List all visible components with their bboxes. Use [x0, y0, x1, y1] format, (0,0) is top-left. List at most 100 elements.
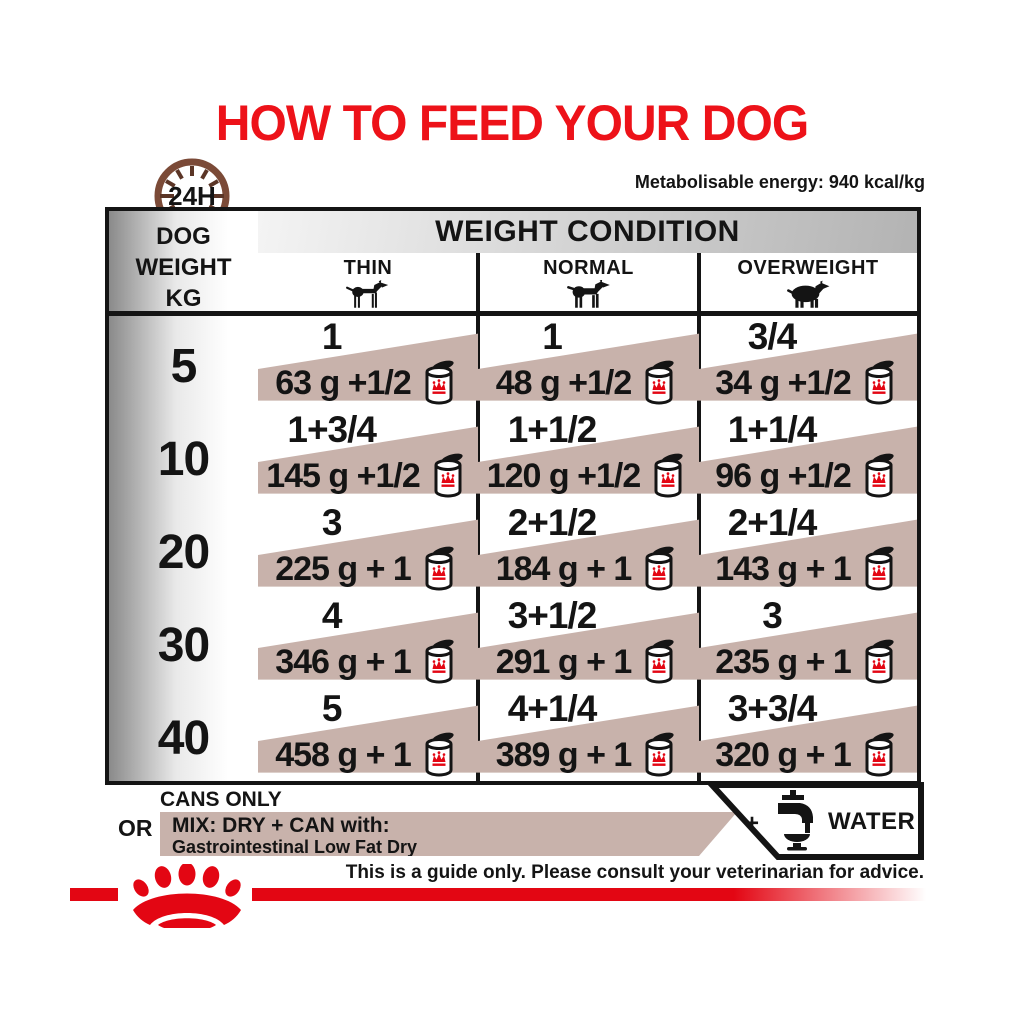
mix-value: 235 g + 1: [715, 642, 852, 681]
can-icon: [861, 546, 897, 592]
can-icon: [430, 453, 466, 499]
mix-value: 225 g + 1: [275, 549, 412, 588]
can-icon: [421, 546, 457, 592]
cans-only-value: 2+1/4: [727, 502, 818, 543]
cell-40-overweight: 3+3/4 320 g + 1: [699, 688, 917, 781]
energy-note: Metabolisable energy: 940 kcal/kg: [634, 172, 925, 192]
mix-line: 458 g + 1: [258, 732, 474, 778]
can-icon: [641, 639, 677, 685]
mix-value: 34 g +1/2: [715, 363, 852, 402]
cell-40-normal: 4+1/4 389 g + 1: [478, 688, 699, 781]
mix-line: 320 g + 1: [699, 732, 913, 778]
mix-line: 143 g + 1: [699, 546, 913, 592]
legend-cans-only: CANS ONLY: [160, 788, 282, 811]
cans-only-value: 1+1/4: [727, 409, 818, 450]
weight-value: 40: [157, 712, 210, 765]
can-icon: [650, 453, 686, 499]
can-icon: [421, 360, 457, 406]
can-icon: [861, 639, 897, 685]
weight-condition-title: WEIGHT CONDITION: [435, 215, 740, 248]
plus-sign: +: [745, 810, 760, 837]
mix-value: 389 g + 1: [495, 735, 633, 774]
mix-value: 291 g + 1: [495, 642, 633, 681]
mix-line: 235 g + 1: [699, 639, 913, 685]
cans-only-value: 1+1/2: [507, 409, 598, 450]
mix-line: 96 g +1/2: [699, 453, 913, 499]
cans-only-value: 3+1/2: [507, 595, 598, 636]
weight-column-background: [109, 211, 258, 781]
can-icon: [641, 732, 677, 778]
thin-dog-icon: [346, 280, 389, 308]
mix-value: 346 g + 1: [275, 642, 412, 681]
cell-20-overweight: 2+1/4 143 g + 1: [699, 502, 917, 595]
overweight-dog-icon: [787, 280, 830, 308]
legend-mix-product: Gastrointestinal Low Fat Dry: [172, 837, 418, 858]
cell-20-normal: 2+1/2 184 g + 1: [478, 502, 699, 595]
cell-10-overweight: 1+1/4 96 g +1/2: [699, 409, 917, 502]
mix-line: 63 g +1/2: [258, 360, 474, 406]
cans-only-value: 3: [762, 595, 783, 636]
header-divider: [109, 311, 917, 316]
column-header-thin: THIN: [258, 253, 478, 311]
cell-30-overweight: 3 235 g + 1: [699, 595, 917, 688]
can-icon: [641, 546, 677, 592]
cell-30-normal: 3+1/2 291 g + 1: [478, 595, 699, 688]
column-divider: [697, 253, 701, 781]
mix-value: 48 g +1/2: [495, 363, 633, 402]
mix-line: 346 g + 1: [258, 639, 474, 685]
mix-value: 320 g + 1: [715, 735, 852, 774]
weight-value: 10: [157, 433, 210, 486]
column-header-normal: NORMAL: [478, 253, 699, 311]
cans-only-value: 1: [321, 316, 343, 357]
weight-value: 20: [157, 526, 210, 579]
mix-value: 184 g + 1: [495, 549, 633, 588]
mix-line: 34 g +1/2: [699, 360, 913, 406]
weight-value: 30: [157, 619, 210, 672]
mix-line: 184 g + 1: [478, 546, 695, 592]
can-icon: [861, 453, 897, 499]
legend-mix-title: MIX: DRY + CAN with:: [172, 814, 390, 837]
cans-only-value: 3+3/4: [727, 688, 818, 729]
paw-crown-logo: [133, 864, 241, 928]
mix-line: 291 g + 1: [478, 639, 695, 685]
mix-value: 120 g +1/2: [486, 456, 642, 495]
cell-20-thin: 3 225 g + 1: [258, 502, 478, 595]
normal-dog-icon: [566, 280, 610, 308]
cans-only-value: 1: [542, 316, 563, 357]
feeding-table: DOG WEIGHT KG WEIGHT CONDITION THIN NORM…: [105, 207, 921, 785]
red-band-right: [252, 888, 940, 901]
can-icon: [421, 639, 457, 685]
mix-line: 145 g +1/2: [258, 453, 474, 499]
column-header-overweight: OVERWEIGHT: [699, 253, 917, 311]
mix-value: 96 g +1/2: [715, 456, 852, 495]
cans-only-value: 2+1/2: [507, 502, 598, 543]
cell-40-thin: 5 458 g + 1: [258, 688, 478, 781]
cell-10-thin: 1+3/4 145 g +1/2: [258, 409, 478, 502]
cans-only-value: 1+3/4: [287, 409, 377, 450]
cell-5-normal: 1 48 g +1/2: [478, 316, 699, 409]
cans-only-value: 4+1/4: [507, 688, 598, 729]
cell-10-normal: 1+1/2 120 g +1/2: [478, 409, 699, 502]
cell-30-thin: 4 346 g + 1: [258, 595, 478, 688]
water-label: WATER: [828, 808, 916, 835]
cans-only-value: 3/4: [747, 316, 797, 357]
mix-value: 63 g +1/2: [275, 363, 412, 402]
water-box: [705, 782, 924, 860]
cans-only-value: 4: [321, 595, 343, 636]
weight-value: 5: [170, 340, 198, 393]
red-band-left: [70, 888, 118, 901]
cell-5-thin: 1 63 g +1/2: [258, 316, 478, 409]
mix-line: 48 g +1/2: [478, 360, 695, 406]
mix-line: 389 g + 1: [478, 732, 695, 778]
cell-5-overweight: 3/4 34 g +1/2: [699, 316, 917, 409]
disclaimer: This is a guide only. Please consult you…: [345, 862, 924, 883]
clock-label: 24H: [168, 181, 216, 211]
can-icon: [641, 360, 677, 406]
cans-only-value: 5: [321, 688, 343, 729]
mix-line: 120 g +1/2: [478, 453, 695, 499]
legend-mix-band: MIX: DRY + CAN with: Gastrointestinal Lo…: [160, 812, 737, 856]
mix-value: 143 g + 1: [715, 549, 852, 588]
page-title: HOW TO FEED YOUR DOG: [215, 95, 809, 151]
weight-column-header: DOG WEIGHT KG: [135, 223, 232, 313]
